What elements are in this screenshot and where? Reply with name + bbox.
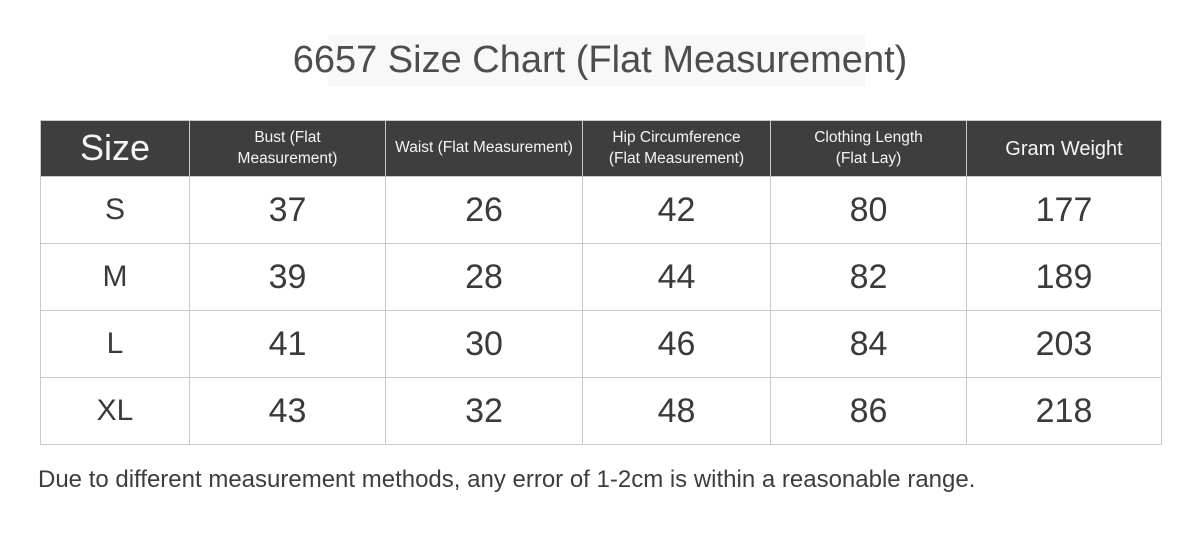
page-title: 6657 Size Chart (Flat Measurement) (292, 39, 908, 81)
length-cell: 84 (770, 310, 967, 378)
waist-cell: 28 (385, 243, 583, 311)
header-cell-hip: Hip Circumference (Flat Measurement) (582, 120, 771, 177)
table-row-s: S 37 26 42 80 177 (40, 176, 1162, 244)
bust-cell: 41 (189, 310, 386, 378)
size-chart-table: Size Bust (Flat Measurement) Waist (Flat… (40, 120, 1162, 445)
table-row-m: M 39 28 44 82 189 (40, 243, 1162, 311)
header-cell-gram-weight: Gram Weight (966, 120, 1162, 177)
header-cell-bust: Bust (Flat Measurement) (189, 120, 386, 177)
table-row-l: L 41 30 46 84 203 (40, 310, 1162, 378)
size-cell: S (40, 176, 190, 244)
hip-cell: 48 (582, 377, 771, 445)
header-cell-clothing-length: Clothing Length (Flat Lay) (770, 120, 967, 177)
length-cell: 86 (770, 377, 967, 445)
bust-cell: 39 (189, 243, 386, 311)
weight-cell: 203 (966, 310, 1162, 378)
size-cell: M (40, 243, 190, 311)
waist-cell: 32 (385, 377, 583, 445)
waist-cell: 26 (385, 176, 583, 244)
length-cell: 82 (770, 243, 967, 311)
weight-cell: 177 (966, 176, 1162, 244)
length-cell: 80 (770, 176, 967, 244)
weight-cell: 218 (966, 377, 1162, 445)
bust-cell: 37 (189, 176, 386, 244)
header-row: Size Bust (Flat Measurement) Waist (Flat… (40, 120, 1162, 177)
footer-note: Due to different measurement methods, an… (38, 466, 976, 493)
hip-cell: 42 (582, 176, 771, 244)
weight-cell: 189 (966, 243, 1162, 311)
table-row-xl: XL 43 32 48 86 218 (40, 377, 1162, 445)
hip-cell: 44 (582, 243, 771, 311)
size-cell: XL (40, 377, 190, 445)
waist-cell: 30 (385, 310, 583, 378)
bust-cell: 43 (189, 377, 386, 445)
title-background-artifact (328, 34, 865, 87)
header-cell-waist: Waist (Flat Measurement) (385, 120, 583, 177)
header-cell-size: Size (40, 120, 190, 177)
hip-cell: 46 (582, 310, 771, 378)
size-cell: L (40, 310, 190, 378)
